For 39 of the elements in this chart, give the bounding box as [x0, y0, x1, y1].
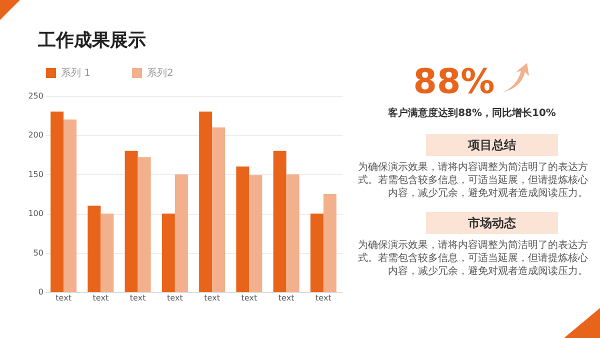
bar	[323, 194, 336, 292]
x-tick-label: text	[167, 294, 183, 302]
x-tick-label: text	[241, 294, 258, 302]
bar	[310, 214, 324, 292]
bar	[162, 214, 175, 292]
legend-label: 系列 1	[61, 67, 91, 79]
bar	[100, 214, 114, 292]
y-tick-label: 250	[28, 92, 44, 100]
text: 市场动态	[426, 212, 558, 234]
x-tick-label: text	[316, 294, 332, 302]
bar	[124, 150, 138, 292]
bar	[236, 166, 250, 292]
x-tick-label: text	[92, 294, 109, 302]
y-tick-label: 200	[28, 130, 44, 140]
y-tick-label: 100	[28, 209, 44, 218]
y-tick-label: 150	[28, 170, 44, 179]
bar	[88, 206, 101, 292]
bar	[286, 174, 300, 292]
legend-label: 系列2	[147, 67, 174, 79]
x-tick-label: text	[130, 294, 146, 302]
x-tick-label: text	[204, 294, 220, 302]
text: 客户满意度达到88%，同比增长10%	[387, 106, 557, 120]
bar	[174, 174, 188, 292]
x-tick-label: text	[56, 294, 72, 302]
text: 为确保演示效果，请将内容调整为简洁明了的表达方式。若需包含较多信息，可适当延展，但请提炼核心内容，减少冗余，避免对观者造成阅读压力。	[357, 161, 588, 200]
x-tick-label: text	[278, 294, 294, 302]
bar	[50, 112, 64, 292]
y-tick-label: 50	[33, 248, 44, 258]
bar	[64, 120, 77, 292]
text: 88%	[413, 62, 495, 102]
text: 为确保演示效果，请将内容调整为简洁明了的表达方式。若需包含较多信息，可适当延展，但请提炼核心内容，减少冗余，避免对观者造成阅读压力。	[357, 239, 588, 278]
bar	[212, 127, 226, 292]
bar	[273, 150, 286, 292]
text: 项目总结	[426, 134, 558, 156]
y-tick-label: 0	[38, 288, 44, 296]
bar	[138, 157, 151, 292]
bar	[199, 112, 212, 292]
chart-title: 工作成果展示	[38, 29, 146, 52]
bar	[249, 175, 262, 292]
